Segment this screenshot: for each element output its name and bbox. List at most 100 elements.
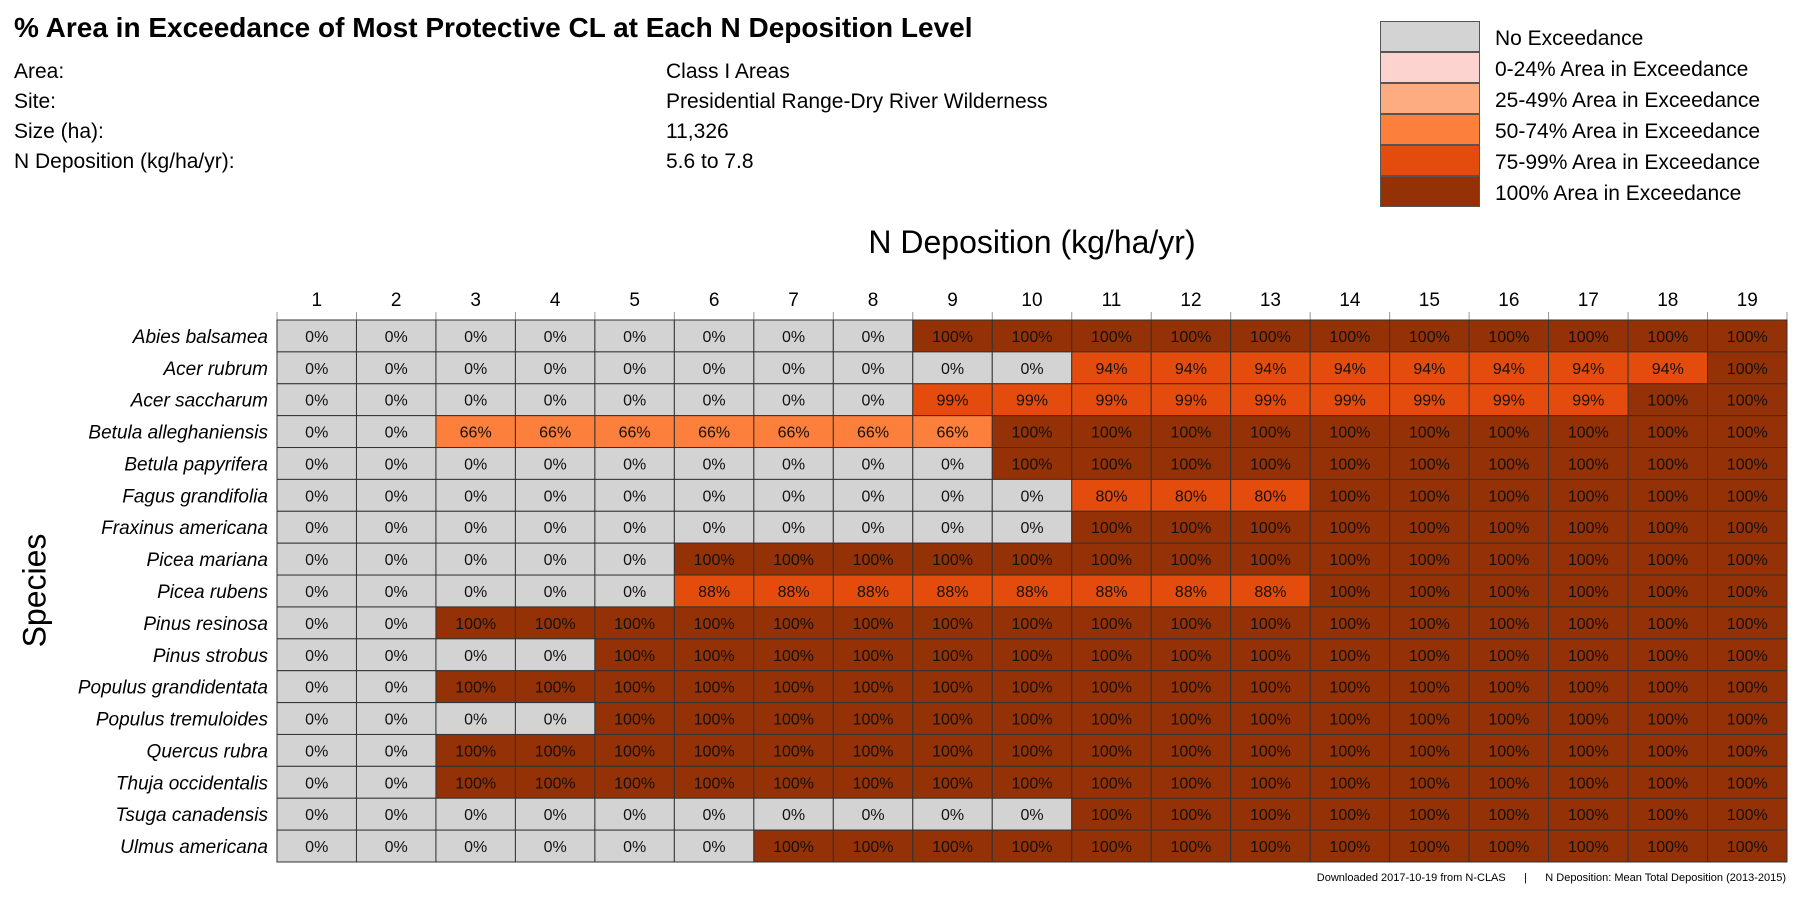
heatmap-cell	[276, 415, 357, 449]
cell-value-label: 0%	[385, 425, 408, 442]
y-tick-label: Fraxinus americana	[101, 518, 268, 539]
heatmap-cell	[1548, 765, 1629, 799]
cell-value-label: 100%	[1488, 329, 1529, 346]
cell-value-label: 0%	[703, 329, 726, 346]
heatmap-cell	[1309, 702, 1391, 735]
cell-value-label: 0%	[861, 807, 884, 824]
cell-value-label: 100%	[1409, 648, 1450, 665]
cell-value-label: 0%	[941, 520, 964, 537]
cell-value-label: 100%	[1329, 488, 1370, 505]
heatmap-cell	[1548, 542, 1629, 576]
cell-value-label: 0%	[385, 775, 408, 792]
heatmap-cell	[1707, 478, 1788, 512]
heatmap-cell	[1389, 351, 1470, 385]
cell-value-label: 100%	[1727, 616, 1768, 633]
heatmap-cell	[1548, 319, 1629, 353]
heatmap-cell	[753, 638, 834, 672]
cell-value-label: 100%	[853, 775, 894, 792]
heatmap-cell	[276, 351, 357, 385]
cell-value-label: 100%	[455, 680, 496, 697]
heatmap-cell	[435, 638, 516, 672]
heatmap-cell	[1548, 702, 1629, 735]
heatmap-cell	[1548, 510, 1629, 544]
heatmap-cell	[1707, 670, 1788, 704]
heatmap-cell	[355, 351, 437, 385]
cell-value-label: 100%	[535, 743, 576, 760]
cell-value-label: 0%	[464, 488, 487, 505]
y-tick-label: Pinus strobus	[153, 646, 269, 667]
heatmap-cell	[753, 478, 834, 512]
cell-value-label: 0%	[385, 393, 408, 410]
cell-value-label: 100%	[853, 616, 894, 633]
cell-value-label: 100%	[1091, 425, 1132, 442]
cell-value-label: 0%	[544, 329, 567, 346]
heatmap-cell	[1707, 638, 1788, 672]
cell-value-label: 100%	[694, 775, 735, 792]
cell-value-label: 0%	[623, 329, 646, 346]
cell-value-label: 99%	[1175, 393, 1207, 410]
cell-value-label: 100%	[853, 743, 894, 760]
legend-label: 100% Area in Exceedance	[1495, 182, 1742, 205]
cell-value-label: 100%	[1488, 456, 1529, 473]
heatmap-cell	[1468, 542, 1550, 576]
x-tick-label: 16	[1498, 290, 1519, 311]
cell-value-label: 100%	[1329, 552, 1370, 569]
heatmap-cell	[753, 319, 834, 353]
cell-value-label: 0%	[703, 839, 726, 856]
heatmap-cell	[832, 574, 914, 608]
cell-value-label: 0%	[1020, 520, 1043, 537]
cell-value-label: 100%	[614, 680, 655, 697]
cell-value-label: 100%	[1012, 839, 1053, 856]
cell-value-label: 100%	[694, 743, 735, 760]
cell-value-label: 100%	[932, 680, 973, 697]
heatmap-cell	[991, 319, 1073, 353]
cell-value-label: 100%	[1647, 616, 1688, 633]
heatmap-cell	[753, 447, 834, 480]
heatmap-cell	[1468, 319, 1550, 353]
heatmap-cell	[1309, 638, 1391, 672]
cell-value-label: 100%	[1647, 520, 1688, 537]
cell-value-label: 100%	[1250, 775, 1291, 792]
heatmap-cell	[355, 415, 437, 449]
cell-value-label: 0%	[385, 552, 408, 569]
cell-value-label: 100%	[1329, 648, 1370, 665]
cell-value-label: 100%	[1091, 743, 1132, 760]
heatmap-cell	[514, 574, 596, 608]
heatmap-cell	[991, 797, 1073, 831]
cell-value-label: 100%	[455, 616, 496, 633]
cell-value-label: 100%	[773, 775, 814, 792]
cell-value-label: 100%	[1250, 456, 1291, 473]
cell-value-label: 100%	[1488, 425, 1529, 442]
heatmap-cell	[1627, 510, 1709, 544]
cell-value-label: 0%	[464, 807, 487, 824]
cell-value-label: 0%	[623, 807, 646, 824]
cell-value-label: 100%	[1091, 680, 1132, 697]
x-tick-label: 5	[629, 290, 640, 311]
legend-swatch	[1380, 114, 1480, 145]
cell-value-label: 94%	[1254, 361, 1286, 378]
cell-value-label: 99%	[1413, 393, 1445, 410]
heatmap-cell	[673, 797, 755, 831]
heatmap-cell	[1627, 447, 1709, 480]
heatmap-cell	[1071, 733, 1152, 767]
cell-value-label: 100%	[1647, 393, 1688, 410]
heatmap-cell	[435, 702, 516, 735]
cell-value-label: 88%	[778, 584, 810, 601]
heatmap-cell	[1468, 510, 1550, 544]
cell-value-label: 100%	[853, 552, 894, 569]
heatmap-cell	[1707, 702, 1788, 735]
cell-value-label: 100%	[1488, 584, 1529, 601]
cell-value-label: 100%	[773, 648, 814, 665]
cell-value-label: 0%	[703, 488, 726, 505]
heatmap-cell	[435, 606, 516, 640]
cell-value-label: 100%	[1727, 743, 1768, 760]
heatmap-cell	[1150, 319, 1232, 353]
cell-value-label: 100%	[1012, 616, 1053, 633]
heatmap-cell	[355, 765, 437, 799]
heatmap-cell	[1627, 351, 1709, 385]
heatmap-cell	[1309, 319, 1391, 353]
legend-swatch	[1380, 52, 1480, 83]
cell-value-label: 100%	[932, 839, 973, 856]
y-tick-label: Populus grandidentata	[78, 678, 268, 699]
